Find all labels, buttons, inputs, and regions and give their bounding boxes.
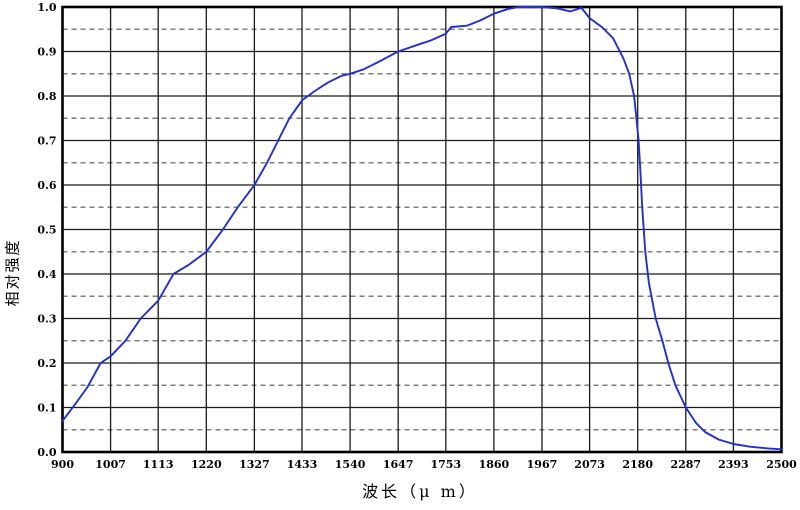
x-tick-label: 2073	[574, 458, 605, 471]
x-tick-label: 1540	[335, 458, 366, 471]
plot-border	[61, 5, 783, 454]
x-tick-label: 1753	[431, 458, 462, 471]
x-tick-label: 2393	[718, 458, 749, 471]
x-axis-title: 波长（μ m）	[362, 482, 478, 501]
y-tick-label: 0.9	[37, 46, 56, 59]
x-tick-label: 2287	[670, 458, 701, 471]
x-tick-label: 1433	[287, 458, 318, 471]
x-tick-label: 1860	[479, 458, 510, 471]
y-tick-label: 0.5	[37, 224, 56, 237]
x-tick-label: 1220	[191, 458, 222, 471]
x-tick-label: 2500	[766, 458, 797, 471]
y-tick-label: 0.3	[37, 313, 56, 326]
x-tick-label: 900	[51, 458, 74, 471]
y-tick-label: 0.2	[37, 357, 56, 370]
y-tick-label: 0.8	[37, 90, 56, 103]
response-curve	[61, 6, 783, 451]
y-tick-label: 0.0	[37, 446, 56, 459]
x-tick-label: 2180	[622, 458, 653, 471]
x-tick-label: 1007	[95, 458, 126, 471]
y-axis-title: 相对强度	[3, 238, 22, 307]
x-tick-label: 1967	[527, 458, 558, 471]
y-tick-label: 0.1	[37, 402, 56, 415]
x-tick-label: 1113	[143, 458, 174, 471]
x-tick-label: 1327	[239, 458, 270, 471]
y-tick-label: 0.7	[37, 135, 56, 148]
y-tick-label: 1.0	[37, 1, 56, 14]
y-tick-label: 0.6	[37, 179, 56, 192]
x-tick-label: 1647	[383, 458, 414, 471]
y-tick-label: 0.4	[37, 268, 56, 281]
